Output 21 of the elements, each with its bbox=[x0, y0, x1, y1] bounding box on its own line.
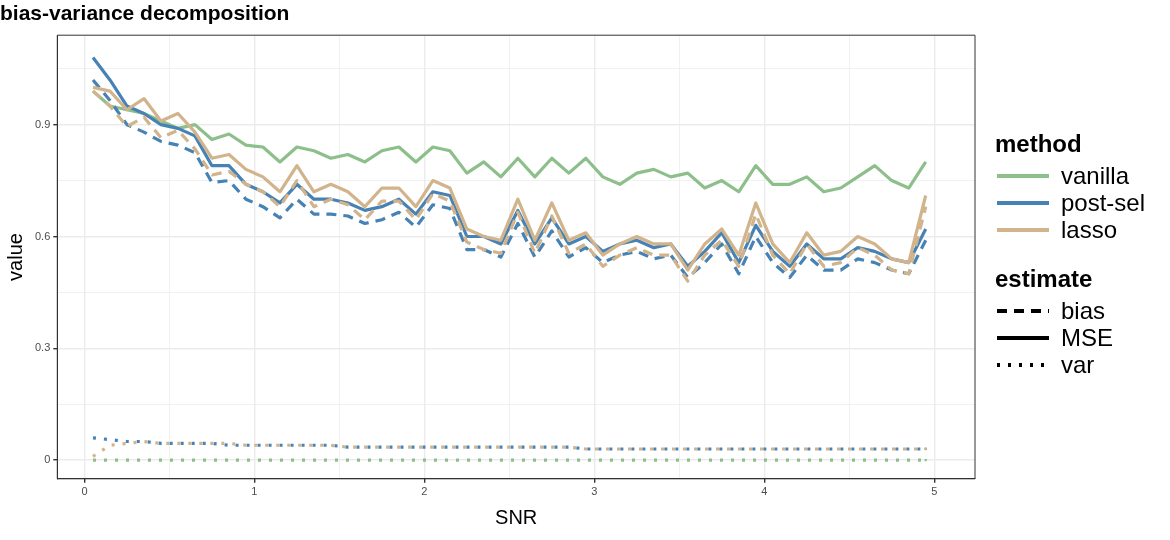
y-tick-label: 0.3 bbox=[34, 341, 51, 354]
x-tick-label: 5 bbox=[931, 485, 938, 498]
y-tick-label: 0 bbox=[44, 453, 51, 466]
legend-label: post-sel bbox=[1061, 188, 1146, 217]
y-axis-title: value bbox=[3, 233, 26, 281]
chart-title: bias-variance decomposition bbox=[0, 1, 290, 25]
text: bias bbox=[1061, 296, 1106, 325]
x-tick-label: 2 bbox=[421, 485, 428, 498]
text: estimate bbox=[995, 265, 1093, 292]
text: var bbox=[1061, 350, 1095, 379]
x-tick-label: 0 bbox=[81, 485, 88, 498]
x-axis-title: SNR bbox=[495, 505, 538, 528]
legend-label: lasso bbox=[1061, 215, 1118, 244]
x-tick-label: 1 bbox=[251, 485, 258, 498]
y-tick-label: 0.9 bbox=[34, 117, 51, 130]
x-tick-label: 4 bbox=[761, 485, 768, 498]
text: method bbox=[995, 130, 1082, 157]
legend-label: vanilla bbox=[1061, 161, 1130, 190]
y-tick-label: 0.6 bbox=[34, 229, 51, 242]
x-tick-label: 3 bbox=[591, 485, 598, 498]
text: MSE bbox=[1061, 323, 1114, 352]
